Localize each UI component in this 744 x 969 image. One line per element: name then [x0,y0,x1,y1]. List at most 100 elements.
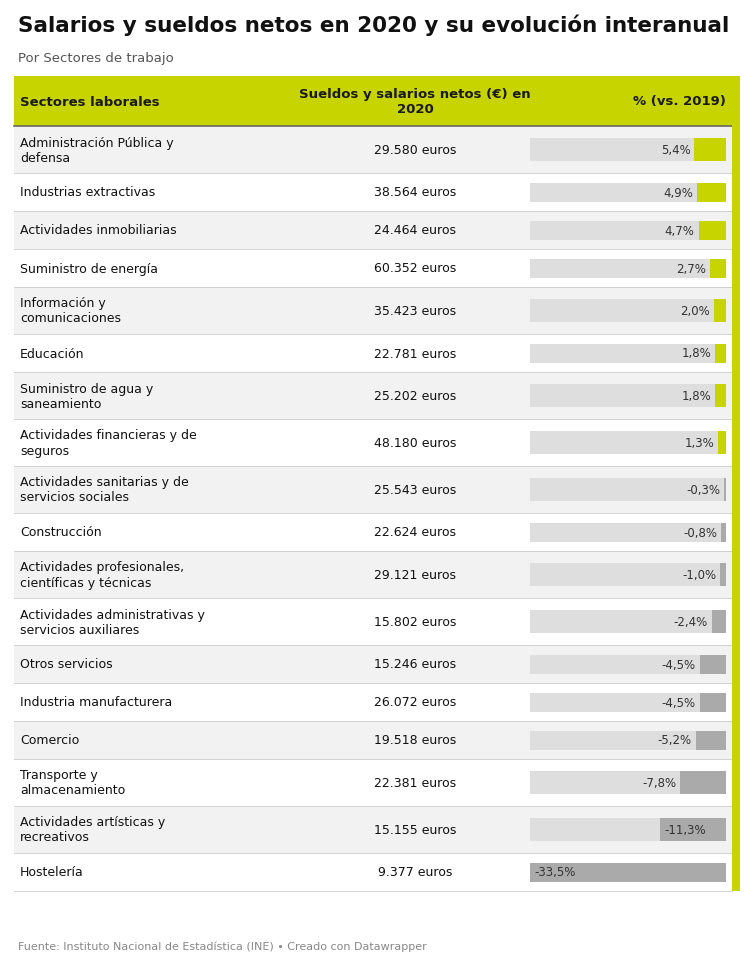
Text: -7,8%: -7,8% [642,776,676,789]
Text: 4,9%: 4,9% [664,186,693,200]
Bar [712,610,726,634]
Text: -5,2%: -5,2% [658,734,692,747]
Bar [530,221,726,240]
Text: Por Sectores de trabajo: Por Sectores de trabajo [18,52,174,65]
Bar [719,431,726,454]
Text: Industrias extractivas: Industrias extractivas [20,186,155,200]
Text: 1,8%: 1,8% [682,347,711,360]
Text: Sueldos y salarios netos (€) en
2020: Sueldos y salarios netos (€) en 2020 [299,88,530,116]
Text: defensa: defensa [20,151,70,165]
Bar [699,655,726,673]
Bar [530,862,726,882]
Bar [530,139,726,162]
Bar [14,373,732,420]
Bar [14,721,732,760]
Bar [530,731,726,750]
Bar [530,344,726,363]
Text: Actividades administrativas y: Actividades administrativas y [20,608,205,621]
Text: Salarios y sueldos netos en 2020 y su evolución interanual: Salarios y sueldos netos en 2020 y su ev… [18,15,729,37]
Text: 25.543 euros: 25.543 euros [374,484,456,496]
Bar [14,334,732,373]
Bar [14,806,732,853]
Bar [699,221,726,240]
Text: Construcción: Construcción [20,526,102,539]
Bar [530,818,726,841]
Text: servicios auxiliares: servicios auxiliares [20,623,139,636]
Text: Actividades financieras y de: Actividades financieras y de [20,429,196,442]
Bar [530,523,726,542]
Bar [14,212,732,250]
Text: -0,3%: -0,3% [686,484,720,496]
Bar [14,514,732,551]
Bar [530,771,726,795]
Text: -4,5%: -4,5% [661,658,696,671]
Text: -2,4%: -2,4% [674,615,708,628]
Text: 19.518 euros: 19.518 euros [374,734,456,747]
Text: Comercio: Comercio [20,734,80,747]
Bar [724,479,726,502]
Bar [530,431,726,454]
Text: Sectores laborales: Sectores laborales [20,95,160,109]
Bar [14,127,732,173]
Text: Otros servicios: Otros servicios [20,658,112,671]
Bar [716,385,726,408]
Text: 24.464 euros: 24.464 euros [374,224,456,237]
Text: 22.381 euros: 22.381 euros [374,776,456,789]
Bar [696,731,726,750]
Bar [14,683,732,721]
Text: Actividades inmobiliarias: Actividades inmobiliarias [20,224,176,237]
Text: 1,3%: 1,3% [684,437,714,450]
Text: Actividades artísticas y: Actividades artísticas y [20,816,165,828]
Bar [697,183,726,203]
Bar [732,77,740,891]
Text: 22.781 euros: 22.781 euros [374,347,456,360]
Bar [530,862,726,882]
Bar [530,655,726,673]
Text: recreativos: recreativos [20,830,90,844]
Bar [14,599,732,645]
Bar [530,299,726,323]
Text: Transporte y: Transporte y [20,768,97,782]
Text: 4,7%: 4,7% [664,224,694,237]
Text: 35.423 euros: 35.423 euros [374,304,456,318]
Text: 15.246 euros: 15.246 euros [374,658,456,671]
Text: 5,4%: 5,4% [661,143,690,157]
Bar [680,771,726,795]
Bar [14,551,732,599]
Bar [694,139,726,162]
Text: 25.202 euros: 25.202 euros [374,390,456,402]
Bar [14,760,732,806]
Text: Hostelería: Hostelería [20,865,84,879]
Text: 22.624 euros: 22.624 euros [374,526,456,539]
Text: 9.377 euros: 9.377 euros [378,865,452,879]
Bar [530,479,726,502]
Text: 2,0%: 2,0% [681,304,711,318]
Bar [722,523,726,542]
Text: Industria manufacturera: Industria manufacturera [20,696,173,708]
Text: % (vs. 2019): % (vs. 2019) [633,95,726,109]
Text: científicas y técnicas: científicas y técnicas [20,576,151,589]
Text: Administración Pública y: Administración Pública y [20,137,173,149]
Bar [14,853,732,891]
Bar [14,645,732,683]
Text: 1,8%: 1,8% [682,390,711,402]
Bar [714,299,726,323]
Bar [530,385,726,408]
Text: 15.802 euros: 15.802 euros [373,615,456,628]
Text: Actividades profesionales,: Actividades profesionales, [20,561,184,574]
Text: 2,7%: 2,7% [676,263,706,275]
Bar [14,250,732,288]
Text: -4,5%: -4,5% [661,696,696,708]
Bar [530,610,726,634]
Text: Actividades sanitarias y de: Actividades sanitarias y de [20,476,189,489]
Text: 15.155 euros: 15.155 euros [373,823,456,836]
Bar [660,818,726,841]
Text: -0,8%: -0,8% [683,526,717,539]
Bar [14,77,732,127]
Text: 60.352 euros: 60.352 euros [374,263,456,275]
Text: servicios sociales: servicios sociales [20,491,129,504]
Text: -1,0%: -1,0% [682,569,716,581]
Bar [711,260,726,278]
Text: 29.121 euros: 29.121 euros [374,569,456,581]
Text: Suministro de energía: Suministro de energía [20,263,158,275]
